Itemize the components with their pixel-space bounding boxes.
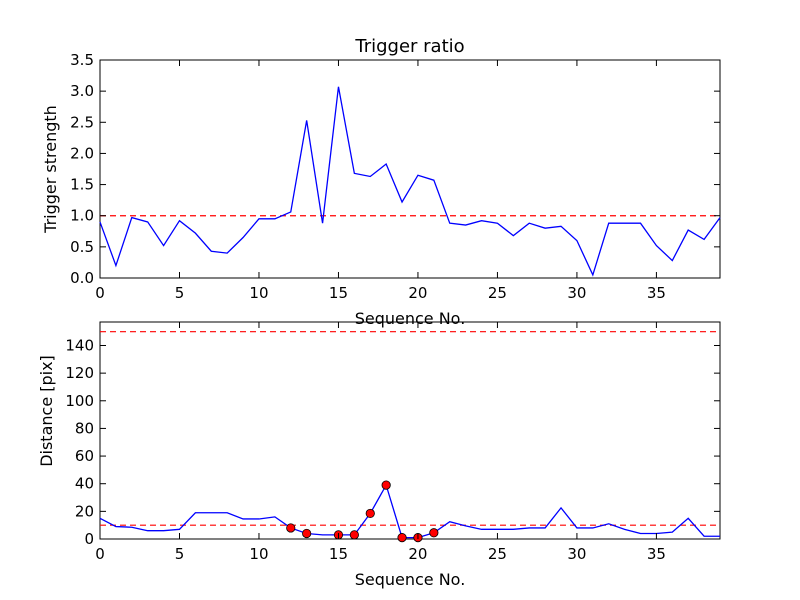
y-tick-label: 20 xyxy=(75,502,94,520)
x-tick-label: 5 xyxy=(175,284,185,302)
x-tick-label: 20 xyxy=(408,545,427,563)
y-tick-label: 1.0 xyxy=(70,207,94,225)
x-axis-title: Sequence No. xyxy=(355,570,466,589)
y-tick-label: 2.5 xyxy=(70,113,94,131)
distance-line xyxy=(99,483,720,539)
data-point xyxy=(381,480,391,490)
x-tick-label: 5 xyxy=(175,545,185,563)
data-point xyxy=(365,508,375,519)
x-tick-label: 10 xyxy=(249,545,268,563)
y-tick-label: 60 xyxy=(75,447,94,465)
y-axis-title: Distance [pix] xyxy=(37,355,56,467)
y-tick-label: 3.5 xyxy=(70,51,94,69)
y-tick-label: 40 xyxy=(75,475,94,493)
y-tick-label: 0.0 xyxy=(70,269,94,287)
y-axis-ticks: 0 20 40 60 80 100 120 140 xyxy=(65,336,720,548)
trigger-ratio-panel: Trigger ratio 0 5 10 15 20 25 30 35 0.0 0.5 1.0 1.… xyxy=(41,36,721,328)
y-axis-ticks: 0.0 0.5 1.0 1.5 2.0 2.5 3.0 3.5 xyxy=(70,51,720,287)
trigger-strength-line xyxy=(99,86,721,277)
x-axis-ticks: 0 5 10 15 20 25 30 35 xyxy=(95,322,666,563)
highlight-points xyxy=(286,480,439,543)
y-tick-label: 3.0 xyxy=(70,82,94,100)
y-tick-label: 2.0 xyxy=(70,144,94,162)
x-tick-label: 15 xyxy=(329,284,348,302)
x-tick-label: 25 xyxy=(488,545,507,563)
data-point xyxy=(429,528,439,538)
chart-title: Trigger ratio xyxy=(354,36,464,57)
y-tick-label: 140 xyxy=(65,336,94,354)
y-tick-label: 0 xyxy=(84,530,94,548)
x-tick-label: 10 xyxy=(249,284,268,302)
data-point xyxy=(302,528,312,539)
plot-frame xyxy=(99,321,721,540)
y-tick-label: 120 xyxy=(65,364,94,382)
x-axis-ticks: 0 5 10 15 20 25 30 35 xyxy=(95,60,666,302)
x-tick-label: 20 xyxy=(408,284,427,302)
y-tick-label: 1.5 xyxy=(70,176,94,194)
reference-lines xyxy=(100,331,720,526)
y-tick-label: 80 xyxy=(75,419,94,437)
x-tick-label: 30 xyxy=(567,284,586,302)
y-axis-title: Trigger strength xyxy=(41,105,60,234)
y-tick-label: 100 xyxy=(65,392,94,410)
plot-frame xyxy=(99,59,721,279)
x-tick-label: 35 xyxy=(647,545,666,563)
x-tick-label: 30 xyxy=(567,545,586,563)
x-tick-label: 25 xyxy=(488,284,507,302)
x-tick-label: 15 xyxy=(329,545,348,563)
data-point xyxy=(286,523,296,533)
x-tick-label: 0 xyxy=(95,545,105,563)
data-point xyxy=(349,530,359,540)
x-axis-title: Sequence No. xyxy=(355,309,466,328)
data-point xyxy=(397,533,407,543)
x-tick-label: 35 xyxy=(647,284,666,302)
distance-panel: 0 5 10 15 20 25 30 35 0 20 40 60 80 100 120 140 Sequen… xyxy=(37,321,721,589)
x-tick-label: 0 xyxy=(95,284,105,302)
y-tick-label: 0.5 xyxy=(70,238,94,256)
